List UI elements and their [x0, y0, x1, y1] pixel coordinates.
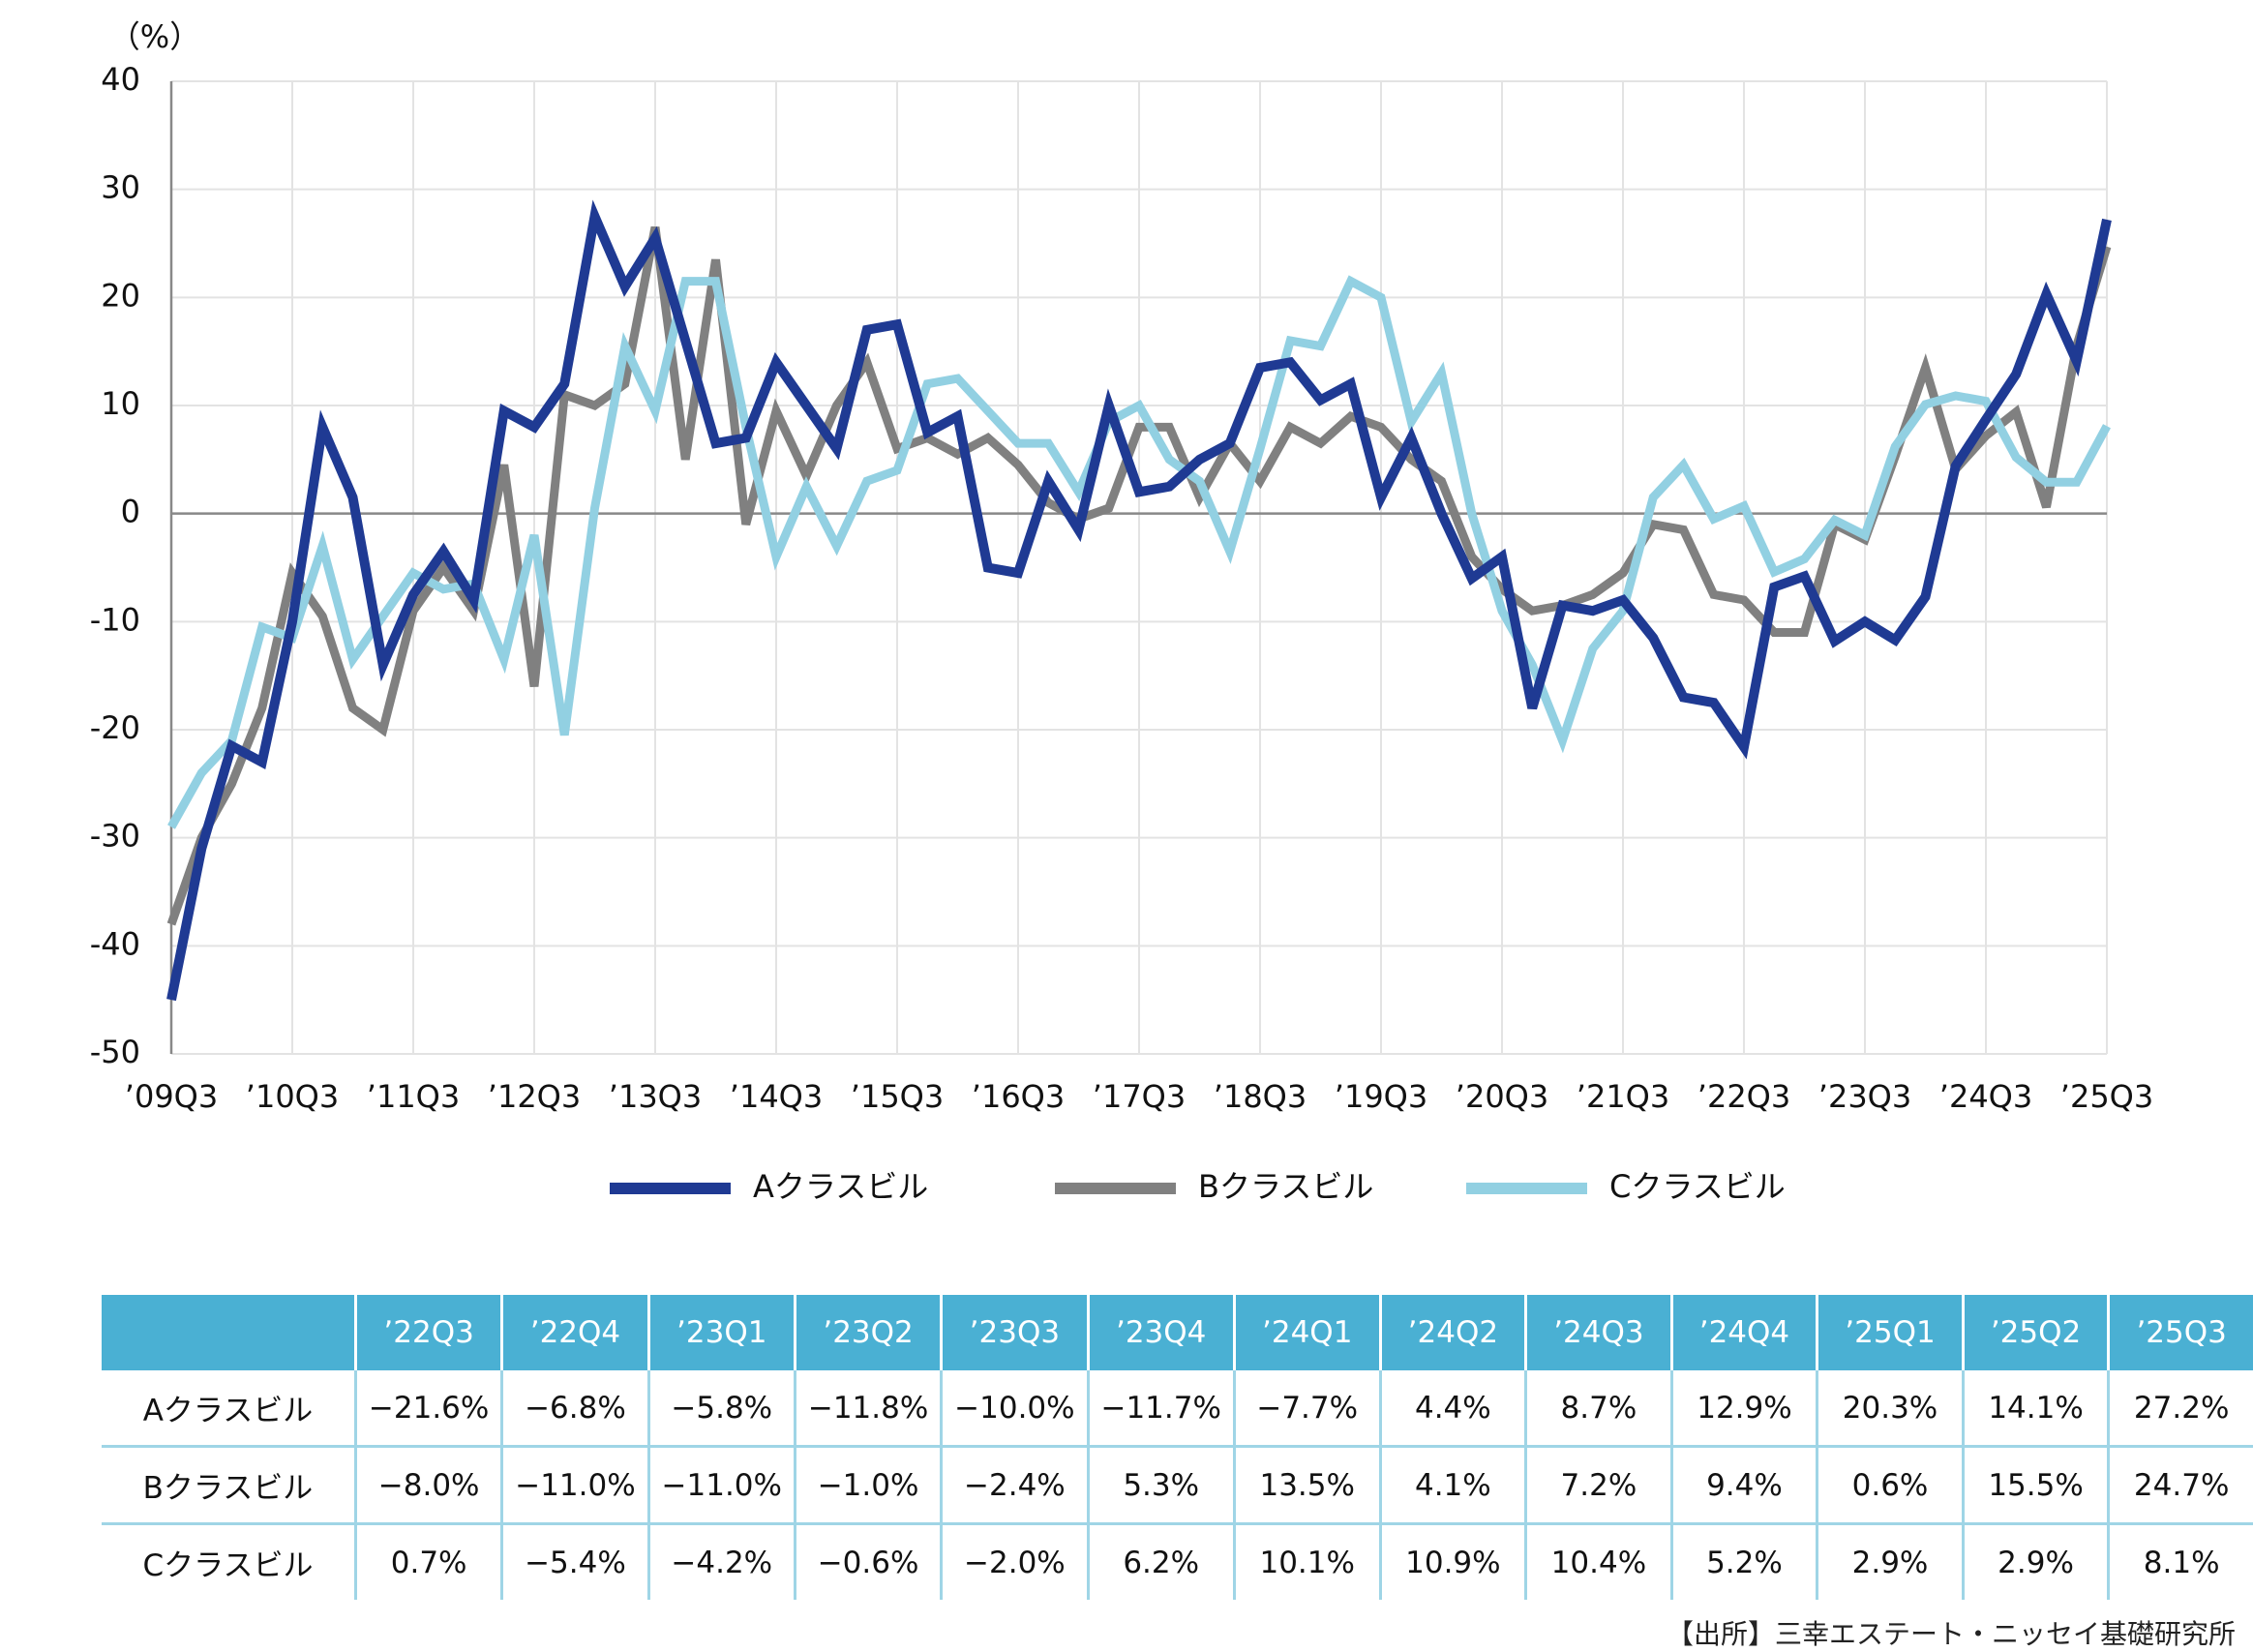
- table-cell: −11.7%: [1088, 1370, 1236, 1448]
- y-tick-label: 30: [101, 169, 140, 206]
- table-cell: −0.6%: [795, 1523, 944, 1600]
- column-header: ’23Q3: [941, 1295, 1090, 1370]
- table-cell: −7.7%: [1234, 1370, 1382, 1448]
- x-tick-label: ’13Q3: [609, 1078, 702, 1115]
- table-cell: −10.0%: [941, 1370, 1090, 1448]
- table-cell: 7.2%: [1525, 1446, 1673, 1525]
- table-cell: 4.4%: [1380, 1370, 1528, 1448]
- row-label: Aクラスビル: [102, 1370, 357, 1448]
- table-cell: 6.2%: [1088, 1523, 1236, 1600]
- x-tick-label: ’19Q3: [1335, 1078, 1427, 1115]
- legend-label: Cクラスビル: [1609, 1168, 1786, 1205]
- table-cell: 24.7%: [2108, 1446, 2253, 1525]
- column-header: ’24Q3: [1525, 1295, 1673, 1370]
- table-cell: 15.5%: [1963, 1446, 2111, 1525]
- table-cell: 0.7%: [355, 1523, 504, 1600]
- table-cell: −11.0%: [501, 1446, 650, 1525]
- table-cell: −2.4%: [941, 1446, 1090, 1525]
- table-cell: −1.0%: [795, 1446, 944, 1525]
- table-cell: 9.4%: [1671, 1446, 1819, 1525]
- x-tick-label: ’15Q3: [851, 1078, 944, 1115]
- table-cell: 10.1%: [1234, 1523, 1382, 1600]
- legend-label: Aクラスビル: [753, 1168, 928, 1205]
- series-line: [166, 225, 2112, 926]
- y-tick-label: -20: [90, 709, 140, 746]
- x-tick-label: ’20Q3: [1456, 1078, 1548, 1115]
- table-cell: 8.1%: [2143, 1545, 2220, 1580]
- table-cell: 5.2%: [1671, 1523, 1819, 1600]
- table-cell: −2.0%: [941, 1523, 1090, 1600]
- column-header: ’25Q2: [1963, 1295, 2111, 1370]
- table-cell: 13.5%: [1234, 1446, 1382, 1525]
- legend-label: Bクラスビル: [1198, 1168, 1373, 1205]
- y-tick-label: 10: [101, 385, 140, 422]
- x-tick-label: ’22Q3: [1697, 1078, 1790, 1115]
- table-cell: 27.2%: [2108, 1370, 2253, 1448]
- x-tick-label: ’21Q3: [1577, 1078, 1669, 1115]
- x-tick-label: ’09Q3: [125, 1078, 218, 1115]
- column-header: ’22Q3: [355, 1295, 504, 1370]
- y-tick-label: -30: [90, 818, 140, 855]
- table-cell: −21.6%: [355, 1370, 504, 1448]
- table-cell: 2.9%: [1817, 1523, 1965, 1600]
- chart: （%） ’09Q3 ’10Q3 ’11Q3 ’12Q3 ’13Q3 ’14Q3 ’15Q3 ’…: [90, 18, 2153, 1205]
- y-tick-label: 40: [101, 61, 140, 98]
- series-line: [166, 199, 2112, 1002]
- x-tick-label: ’14Q3: [730, 1078, 823, 1115]
- x-tick-label: ’11Q3: [367, 1078, 460, 1115]
- row-label: Bクラスビル: [102, 1446, 357, 1525]
- column-header: ’24Q2: [1380, 1295, 1528, 1370]
- column-header: ’24Q1: [1234, 1295, 1382, 1370]
- table-cell: 2.9%: [1963, 1523, 2111, 1600]
- column-header: ’23Q1: [648, 1295, 796, 1370]
- y-tick-label: 0: [121, 494, 140, 530]
- column-header: ’23Q2: [795, 1295, 944, 1370]
- y-tick-label: -40: [90, 925, 140, 962]
- y-axis-label: （%）: [109, 18, 200, 55]
- x-tick-label: ’23Q3: [1818, 1078, 1911, 1115]
- x-tick-label: ’25Q3: [2060, 1078, 2153, 1115]
- column-header: ’25Q3: [2108, 1295, 2253, 1370]
- table-cell: −4.2%: [648, 1523, 796, 1600]
- table-cell: 5.3%: [1088, 1446, 1236, 1525]
- column-header: ’22Q4: [501, 1295, 650, 1370]
- x-tick-label: ’17Q3: [1093, 1078, 1186, 1115]
- table-cell: −5.8%: [648, 1370, 796, 1448]
- table-cell: 10.4%: [1525, 1523, 1673, 1600]
- table-cell: 8.7%: [1525, 1370, 1673, 1448]
- y-tick-label: -10: [90, 601, 140, 638]
- source: 【出所】三幸エステート・ニッセイ基礎研究所: [1666, 1618, 2236, 1650]
- table-cell: 12.9%: [1671, 1370, 1819, 1448]
- table-cell: −6.8%: [501, 1370, 650, 1448]
- row-label: Cクラスビル: [102, 1523, 357, 1600]
- table-cell: −11.8%: [795, 1370, 944, 1448]
- table-row: Bクラスビル −8.0% −11.0% −11.0% −1.0% −2.4% 5.3% 13.…: [102, 1446, 2253, 1525]
- table-cell: 20.3%: [1817, 1370, 1965, 1448]
- table-row: Cクラスビル 0.7% −5.4% −4.2% −0.6% −2.0% 6.2% 10.1% 1…: [102, 1523, 2253, 1600]
- table-header: ’22Q3’22Q4’23Q1’23Q2’23Q3’23Q4’24Q1’24Q2…: [102, 1295, 2253, 1370]
- column-header: ’24Q4: [1671, 1295, 1819, 1370]
- column-header: ’25Q1: [1817, 1295, 1965, 1370]
- column-header: ’23Q4: [1088, 1295, 1236, 1370]
- x-tick-label: ’12Q3: [488, 1078, 581, 1115]
- table-cell: −11.0%: [648, 1446, 796, 1525]
- x-tick-label: ’16Q3: [972, 1078, 1065, 1115]
- y-tick-label: -50: [90, 1034, 140, 1070]
- y-tick-label: 20: [101, 277, 140, 314]
- x-tick-label: ’10Q3: [246, 1078, 339, 1115]
- header-corner: [102, 1295, 357, 1370]
- data-table: ’22Q3’22Q4’23Q1’23Q2’23Q3’23Q4’24Q1’24Q2…: [102, 1295, 2253, 1600]
- x-tick-label: ’18Q3: [1214, 1078, 1307, 1115]
- table-cell: 4.1%: [1380, 1446, 1528, 1525]
- x-tick-label: ’24Q3: [1939, 1078, 2032, 1115]
- table-row: Aクラスビル −21.6% −6.8% −5.8% −11.8% −10.0% −11.7%…: [102, 1370, 2253, 1448]
- table-cell: 0.6%: [1817, 1446, 1965, 1525]
- table-cell: 10.9%: [1380, 1523, 1528, 1600]
- table-cell: 14.1%: [1963, 1370, 2111, 1448]
- table-cell: −8.0%: [355, 1446, 504, 1525]
- series-line: [167, 275, 2111, 829]
- table-cell: −5.4%: [501, 1523, 650, 1600]
